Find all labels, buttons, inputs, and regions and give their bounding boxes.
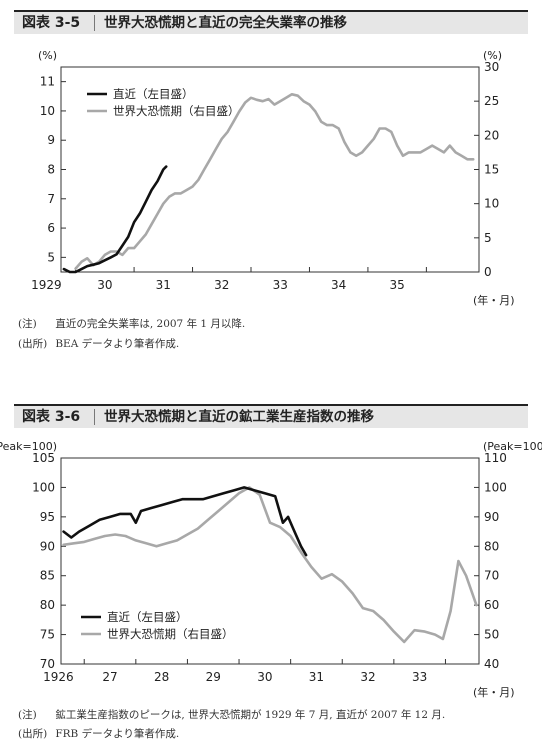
c2-x-unit: (年・月)	[473, 685, 515, 699]
c2-right-tick-label: 40	[484, 657, 499, 671]
figure2-title: 世界大恐慌期と直近の鉱工業生産指数の推移	[104, 409, 374, 425]
c1-legend-label: 世界大恐慌期（右目盛）	[113, 104, 240, 118]
c1-left-tick-label: 10	[40, 104, 55, 118]
c2-right-tick-label: 80	[484, 539, 499, 553]
c1-series-recent-line	[62, 165, 168, 274]
c1-left-tick-label: 11	[40, 75, 55, 89]
c2-x-tick-label: 32	[360, 670, 375, 684]
c2-right-tick-label: 100	[484, 480, 507, 494]
c1-right-tick-label: 30	[484, 60, 499, 74]
c2-left-tick-label: 100	[32, 480, 55, 494]
c1-right-tick-label: 10	[484, 197, 499, 211]
c1-left-tick-label: 9	[47, 133, 55, 147]
figure2-source: (出所) FRB データより筆者作成.	[18, 726, 179, 741]
c2-x-tick-label: 27	[102, 670, 117, 684]
c2-right-unit: (Peak=100)	[483, 440, 542, 453]
c2-x-tick-label: 33	[412, 670, 427, 684]
c1-legend-label: 直近（左目盛）	[113, 87, 194, 101]
c1-right-tick-label: 15	[484, 163, 499, 177]
figure2-source-text: FRB データより筆者作成.	[55, 728, 180, 740]
figure1-source-text: BEA データより筆者作成.	[55, 338, 180, 350]
c2-legend-label: 直近（左目盛）	[107, 610, 188, 624]
c2-legend-label: 世界大恐慌期（右目盛）	[107, 627, 234, 641]
figure1-header: 図表 3-5 世界大恐慌期と直近の完全失業率の推移	[14, 10, 528, 34]
figure1-title: 世界大恐慌期と直近の完全失業率の推移	[104, 15, 347, 31]
c2-left-tick-label: 70	[40, 657, 55, 671]
c2-left-unit: (Peak=100)	[0, 440, 57, 453]
c1-x-unit: (年・月)	[473, 293, 515, 307]
c1-left-tick-label: 5	[47, 250, 55, 264]
c1-x-tick-label: 34	[331, 278, 346, 292]
c1-x-tick-label: 30	[97, 278, 112, 292]
figure1-note: (注) 直近の完全失業率は, 2007 年 1 月以降.	[18, 316, 245, 331]
c1-x-tick-label: 32	[214, 278, 229, 292]
c2-x-tick-label: 30	[257, 670, 272, 684]
figure2-note-label: (注)	[18, 709, 37, 721]
figure1-note-label: (注)	[18, 318, 37, 330]
c2-x-tick-label: 1926	[43, 670, 74, 684]
c2-left-tick-label: 75	[40, 628, 55, 642]
c2-x-tick-label: 28	[154, 670, 169, 684]
c1-right-tick-label: 25	[484, 94, 499, 108]
figure2-separator	[94, 409, 95, 425]
figure1-separator	[94, 15, 95, 31]
c1-left-tick-label: 7	[47, 192, 55, 206]
figure2-header: 図表 3-6 世界大恐慌期と直近の鉱工業生産指数の推移	[14, 404, 528, 428]
figure2-note: (注) 鉱工業生産指数のピークは, 世界大恐慌期が 1929 年 7 月, 直近…	[18, 707, 445, 722]
c1-right-tick-label: 0	[484, 265, 492, 279]
c1-right-tick-label: 5	[484, 231, 492, 245]
c2-left-tick-label: 85	[40, 569, 55, 583]
figure1-number: 図表 3-5	[14, 12, 89, 34]
c1-x-tick-label: 1929	[31, 278, 62, 292]
c2-x-tick-label: 29	[206, 670, 221, 684]
c1-left-tick-label: 6	[47, 221, 55, 235]
c2-series-recent-line	[62, 486, 308, 557]
c1-left-tick-label: 8	[47, 163, 55, 177]
c1-x-tick-label: 33	[273, 278, 288, 292]
c2-right-tick-label: 110	[484, 451, 507, 465]
c1-right-tick-label: 20	[484, 128, 499, 142]
c2-plot-frame	[60, 457, 480, 665]
c2-series-depression-line	[62, 486, 478, 644]
figure1-note-text: 直近の完全失業率は, 2007 年 1 月以降.	[55, 318, 246, 330]
c2-right-tick-label: 70	[484, 569, 499, 583]
c1-right-unit: (%)	[483, 49, 502, 62]
unemployment-chart: 5 6 7 8 9 10 11 0 5 10 15 20 25 30 1929 30 31 32 33 34 35 (%)…	[31, 49, 515, 307]
figure2-note-text: 鉱工業生産指数のピークは, 世界大恐慌期が 1929 年 7 月, 直近が 20…	[55, 709, 446, 721]
c2-x-tick-label: 31	[309, 670, 324, 684]
c2-left-tick-label: 95	[40, 510, 55, 524]
c2-left-tick-label: 90	[40, 539, 55, 553]
c1-left-unit: (%)	[38, 49, 57, 62]
c2-right-tick-label: 90	[484, 510, 499, 524]
c1-x-tick-label: 35	[390, 278, 405, 292]
c2-right-tick-label: 50	[484, 628, 499, 642]
figure2-number: 図表 3-6	[14, 406, 89, 428]
c2-left-tick-label: 80	[40, 598, 55, 612]
c1-series-depression-line	[74, 93, 475, 270]
figure1-source: (出所) BEA データより筆者作成.	[18, 336, 179, 351]
c2-left-tick-label: 105	[32, 451, 55, 465]
c1-x-tick-label: 31	[156, 278, 171, 292]
figure1-source-label: (出所)	[18, 338, 48, 350]
c2-right-tick-label: 60	[484, 598, 499, 612]
figure2-source-label: (出所)	[18, 728, 48, 740]
